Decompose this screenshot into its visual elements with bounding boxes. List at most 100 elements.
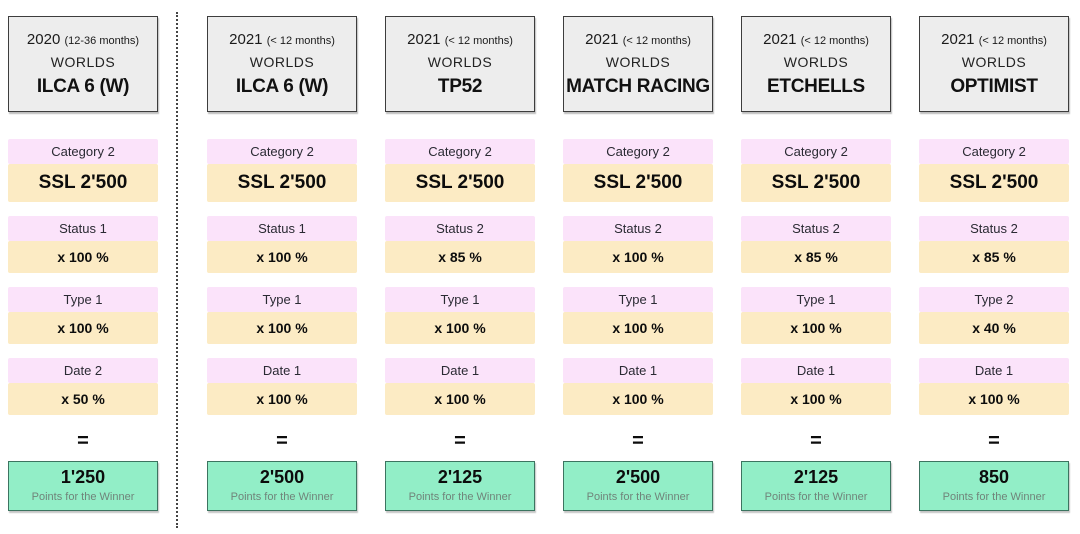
factor-value: x 100 % [8, 241, 158, 273]
event-series: WORLDS [50, 53, 116, 70]
event-name: ILCA 6 (W) [36, 75, 130, 97]
factor-label: Date 1 [741, 358, 891, 383]
factor-label: Type 1 [207, 287, 357, 312]
factor-label: Category 2 [8, 139, 158, 164]
factor-label: Status 1 [207, 216, 357, 241]
event-column-2: 2021 (< 12 months) WORLDS ILCA 6 (W) Cat… [207, 16, 357, 511]
factor-status: Status 2 x 85 % [741, 216, 891, 273]
points-value: 850 [978, 467, 1010, 487]
factor-label: Date 1 [919, 358, 1069, 383]
scoring-board: 2020 (12-36 months) WORLDS ILCA 6 (W) Ca… [8, 12, 1069, 528]
factor-label: Date 2 [8, 358, 158, 383]
factor-value: x 100 % [919, 383, 1069, 415]
equals-sign: = [988, 430, 1000, 452]
event-year: 2021 [763, 30, 797, 48]
event-header-box: 2020 (12-36 months) WORLDS ILCA 6 (W) [8, 16, 158, 112]
equals-sign: = [77, 430, 89, 452]
points-caption: Points for the Winner [230, 491, 334, 503]
points-value: 2'500 [259, 467, 305, 487]
event-header-box: 2021 (< 12 months) WORLDS ILCA 6 (W) [207, 16, 357, 112]
factor-label: Category 2 [385, 139, 535, 164]
event-name: ILCA 6 (W) [235, 75, 329, 97]
factor-label: Category 2 [563, 139, 713, 164]
points-caption: Points for the Winner [408, 491, 512, 503]
factor-label: Category 2 [919, 139, 1069, 164]
event-column-1: 2020 (12-36 months) WORLDS ILCA 6 (W) Ca… [8, 16, 158, 511]
factor-value: x 100 % [563, 312, 713, 344]
points-caption: Points for the Winner [586, 491, 690, 503]
event-year-line: 2021 (< 12 months) [407, 31, 513, 48]
event-name: TP52 [437, 75, 483, 97]
event-year-line: 2021 (< 12 months) [229, 31, 335, 48]
factor-value: x 100 % [385, 312, 535, 344]
factor-type: Type 1 x 100 % [741, 287, 891, 344]
event-column-5: 2021 (< 12 months) WORLDS ETCHELLS Categ… [741, 16, 891, 511]
factor-date: Date 2 x 50 % [8, 358, 158, 415]
event-column-6: 2021 (< 12 months) WORLDS OPTIMIST Categ… [919, 16, 1069, 511]
event-name: MATCH RACING [566, 75, 710, 97]
factor-value: x 100 % [207, 241, 357, 273]
factor-status: Status 2 x 85 % [385, 216, 535, 273]
factor-value: x 100 % [741, 383, 891, 415]
factor-type: Type 1 x 100 % [8, 287, 158, 344]
event-column-4: 2021 (< 12 months) WORLDS MATCH RACING C… [563, 16, 713, 511]
factor-value: x 100 % [563, 241, 713, 273]
event-column-3: 2021 (< 12 months) WORLDS TP52 Category … [385, 16, 535, 511]
factor-value: x 100 % [741, 312, 891, 344]
event-period: (< 12 months) [444, 34, 513, 47]
result-box: 850 Points for the Winner [919, 461, 1069, 511]
event-series: WORLDS [783, 53, 849, 70]
factor-category: Category 2 SSL 2'500 [563, 139, 713, 202]
factor-label: Date 1 [385, 358, 535, 383]
factor-value: x 100 % [207, 383, 357, 415]
factor-label: Type 1 [563, 287, 713, 312]
factor-date: Date 1 x 100 % [563, 358, 713, 415]
event-year-line: 2020 (12-36 months) [27, 31, 139, 48]
event-period: (< 12 months) [978, 34, 1047, 47]
factor-value: SSL 2'500 [919, 164, 1069, 202]
event-period: (< 12 months) [266, 34, 335, 47]
result-box: 2'500 Points for the Winner [563, 461, 713, 511]
factor-type: Type 1 x 100 % [563, 287, 713, 344]
factor-label: Status 1 [8, 216, 158, 241]
factor-value: x 100 % [385, 383, 535, 415]
points-value: 2'500 [615, 467, 661, 487]
factor-value: x 85 % [741, 241, 891, 273]
event-header-box: 2021 (< 12 months) WORLDS ETCHELLS [741, 16, 891, 112]
factor-label: Type 2 [919, 287, 1069, 312]
points-caption: Points for the Winner [31, 491, 135, 503]
event-year: 2020 [26, 30, 61, 48]
factor-category: Category 2 SSL 2'500 [741, 139, 891, 202]
factor-label: Date 1 [207, 358, 357, 383]
points-value: 2'125 [437, 467, 483, 487]
points-caption: Points for the Winner [764, 491, 868, 503]
factor-label: Status 2 [741, 216, 891, 241]
factor-value: x 100 % [8, 312, 158, 344]
factor-label: Type 1 [741, 287, 891, 312]
event-series: WORLDS [605, 53, 671, 70]
event-year: 2021 [229, 30, 263, 48]
factor-label: Status 2 [385, 216, 535, 241]
equals-sign: = [810, 430, 822, 452]
factor-status: Status 1 x 100 % [8, 216, 158, 273]
factor-value: x 100 % [563, 383, 713, 415]
event-period: (12-36 months) [64, 34, 140, 47]
factor-value: SSL 2'500 [207, 164, 357, 202]
points-value: 1'250 [60, 467, 106, 487]
equals-sign: = [276, 430, 288, 452]
event-year-line: 2021 (< 12 months) [941, 31, 1047, 48]
factor-label: Type 1 [385, 287, 535, 312]
factor-label: Date 1 [563, 358, 713, 383]
points-value: 2'125 [793, 467, 839, 487]
factor-category: Category 2 SSL 2'500 [919, 139, 1069, 202]
event-name: ETCHELLS [767, 75, 865, 97]
factor-value: x 100 % [207, 312, 357, 344]
result-box: 2'125 Points for the Winner [385, 461, 535, 511]
result-box: 2'500 Points for the Winner [207, 461, 357, 511]
factor-status: Status 2 x 100 % [563, 216, 713, 273]
event-header-box: 2021 (< 12 months) WORLDS OPTIMIST [919, 16, 1069, 112]
factor-label: Type 1 [8, 287, 158, 312]
factor-label: Category 2 [741, 139, 891, 164]
event-series: WORLDS [249, 53, 315, 70]
factor-date: Date 1 x 100 % [207, 358, 357, 415]
